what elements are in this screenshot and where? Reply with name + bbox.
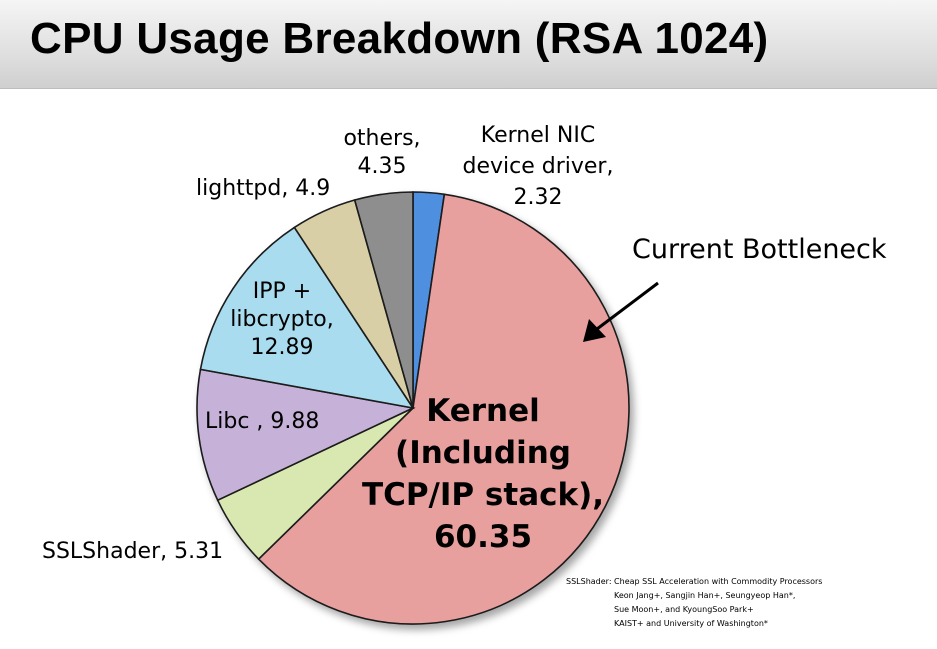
citation-line: KAIST+ and University of Washington* (614, 619, 768, 628)
pie-slice-kernel-including-tcp-ip-stack (257, 193, 630, 625)
slice-label-lighttpd: lighttpd, 4.9 (196, 176, 330, 201)
pie-slice-ipp-libcrypto (199, 226, 415, 410)
title-bar: CPU Usage Breakdown (RSA 1024) (0, 0, 937, 89)
slice-label-ipp-libcrypto: IPP + libcrypto, 12.89 (230, 279, 333, 360)
slice-label-libc: Libc , 9.88 (205, 409, 319, 434)
slice-label-others: others, 4.35 (343, 126, 420, 179)
citation-line: Keon Jang+, Sangjin Han+, Seungyeop Han*… (614, 591, 796, 600)
annotation-arrow (583, 281, 659, 342)
pie-slice-libc (196, 368, 416, 502)
citation-line: SSLShader: Cheap SSL Acceleration with C… (566, 577, 823, 586)
slice-label-kernel-nic-device-driver: Kernel NIC device driver, 2.32 (463, 123, 614, 210)
annotation-current-bottleneck: Current Bottleneck (632, 234, 887, 265)
slice-label-kernel-including-tcp-ip-stack: Kernel (Including TCP/IP stack), 60.35 (362, 393, 604, 555)
citation-line: Sue Moon+, and KyoungSoo Park+ (614, 605, 754, 614)
pie-slice-others (353, 191, 414, 409)
pie-slices (196, 191, 630, 625)
citation: SSLShader: Cheap SSL Acceleration with C… (566, 575, 822, 631)
page-title: CPU Usage Breakdown (RSA 1024) (30, 14, 769, 63)
slice-label-sslshader: SSLShader, 5.31 (42, 539, 223, 564)
